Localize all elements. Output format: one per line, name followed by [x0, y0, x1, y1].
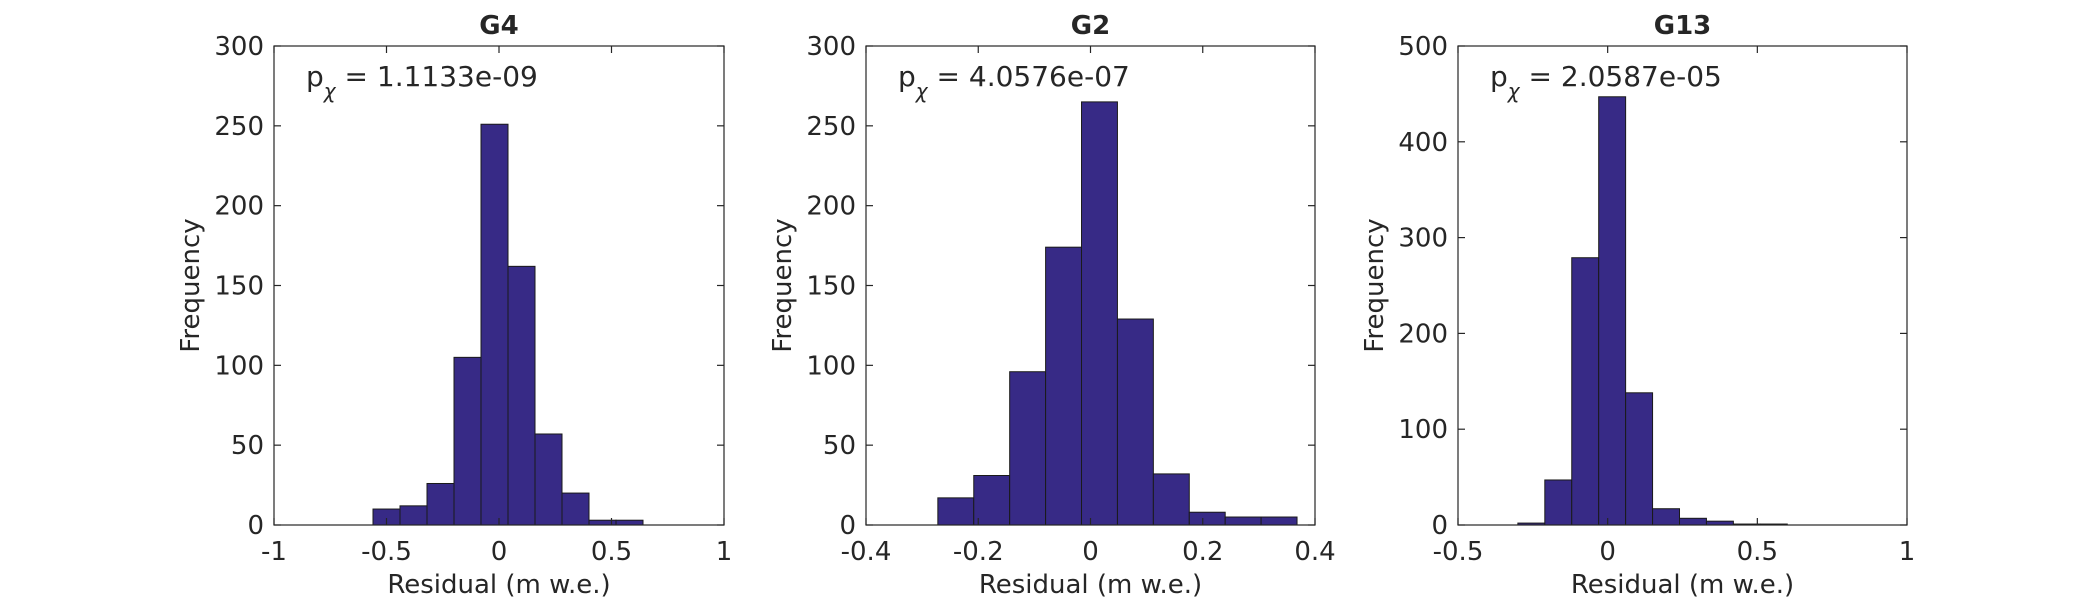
- annotation-subscript: χ: [323, 79, 337, 103]
- annotation-subscript: χ: [1507, 79, 1521, 103]
- histogram-bar: [615, 519, 644, 526]
- x-axis-label: Residual (m w.e.): [1571, 570, 1794, 600]
- y-tick-label: 300: [806, 32, 856, 62]
- y-tick-label: 200: [1398, 319, 1448, 349]
- histogram-bar: [561, 492, 590, 526]
- x-tick-label: -0.5: [1433, 537, 1484, 567]
- histogram-bar: [534, 433, 563, 526]
- x-tick-label: -1: [261, 537, 287, 567]
- y-tick-label: 0: [839, 511, 856, 541]
- histogram-bar: [937, 497, 975, 526]
- histogram-bar: [1009, 371, 1047, 526]
- histogram-bar: [1045, 246, 1083, 526]
- x-tick-label: 0.4: [1294, 537, 1335, 567]
- y-tick-label: 0: [1431, 511, 1448, 541]
- y-tick-label: 50: [823, 431, 856, 461]
- x-tick-label: 0.2: [1182, 537, 1223, 567]
- y-tick-label: 100: [214, 351, 264, 381]
- y-tick-label: 200: [806, 192, 856, 222]
- y-tick-label: 150: [214, 272, 264, 302]
- p-value-annotation: pχ = 2.0587e-05: [1490, 60, 1722, 103]
- y-tick-label: 500: [1398, 32, 1448, 62]
- x-tick-label: 1: [1899, 537, 1916, 567]
- annotation-prefix: p: [1490, 60, 1508, 93]
- chart-title: G4: [479, 11, 518, 41]
- x-tick-label: 0.5: [591, 537, 632, 567]
- x-tick-label: -0.4: [841, 537, 892, 567]
- histogram-bar: [480, 123, 509, 526]
- y-axis-label: Frequency: [176, 218, 206, 352]
- y-tick-label: 200: [214, 192, 264, 222]
- histogram-bar: [1116, 318, 1154, 526]
- histogram-bar: [1598, 96, 1627, 526]
- histogram-bar: [1260, 516, 1298, 526]
- y-tick-label: 100: [1398, 415, 1448, 445]
- axes-box: [1457, 45, 1908, 526]
- y-tick-label: 300: [1398, 224, 1448, 254]
- x-tick-label: 1: [716, 537, 733, 567]
- histogram-bar: [1544, 479, 1573, 526]
- y-tick-label: 150: [806, 272, 856, 302]
- y-tick-label: 400: [1398, 128, 1448, 158]
- annotation-value: = 2.0587e-05: [1520, 60, 1722, 93]
- x-axis-label: Residual (m w.e.): [387, 570, 610, 600]
- x-tick-label: -0.5: [361, 537, 412, 567]
- histogram-bar: [1679, 517, 1707, 526]
- x-tick-label: 0: [1082, 537, 1099, 567]
- histogram-bar: [1188, 511, 1226, 526]
- histogram-bar: [1625, 392, 1654, 526]
- p-value-annotation: pχ = 1.1133e-09: [306, 60, 538, 103]
- histogram-bar: [453, 356, 482, 526]
- histogram-bar: [426, 482, 455, 526]
- histogram-panel-2: 0 50 100 150 200 250 300 -0.4 -0.2 0 0.2 0.4 G2 Resid…: [768, 11, 1336, 600]
- histogram-panel-1: 0 50 100 150 200 250 300 -1 -0.5 0 0.5 1 G4 Residual …: [176, 11, 732, 600]
- histogram-bar: [507, 265, 536, 526]
- histogram-bar: [973, 475, 1011, 526]
- histogram-bar: [1224, 516, 1262, 526]
- chart-title: G2: [1071, 11, 1110, 41]
- plot-area: [1458, 46, 1907, 525]
- y-tick-label: 300: [214, 32, 264, 62]
- p-value-annotation: pχ = 4.0576e-07: [898, 60, 1130, 103]
- x-tick-label: -0.2: [953, 537, 1004, 567]
- annotation-prefix: p: [898, 60, 916, 93]
- histogram-bar: [1652, 508, 1681, 526]
- chart-title: G13: [1654, 11, 1712, 41]
- y-axis-label: Frequency: [1360, 218, 1390, 352]
- annotation-value: = 4.0576e-07: [928, 60, 1130, 93]
- histogram-bar: [399, 505, 428, 526]
- annotation-value: = 1.1133e-09: [336, 60, 538, 93]
- x-tick-label: 0.5: [1737, 537, 1778, 567]
- y-axis-label: Frequency: [768, 218, 798, 352]
- histogram-bar: [1081, 101, 1118, 526]
- annotation-subscript: χ: [915, 79, 929, 103]
- y-tick-label: 250: [214, 112, 264, 142]
- y-tick-label: 250: [806, 112, 856, 142]
- histogram-bar: [1152, 473, 1190, 526]
- x-tick-label: 0: [491, 537, 508, 567]
- y-tick-label: 50: [231, 431, 264, 461]
- y-tick-label: 0: [247, 511, 264, 541]
- y-tick-label: 100: [806, 351, 856, 381]
- x-tick-label: 0: [1599, 537, 1616, 567]
- histogram-bar: [1571, 257, 1600, 526]
- annotation-prefix: p: [306, 60, 324, 93]
- x-axis-label: Residual (m w.e.): [979, 570, 1202, 600]
